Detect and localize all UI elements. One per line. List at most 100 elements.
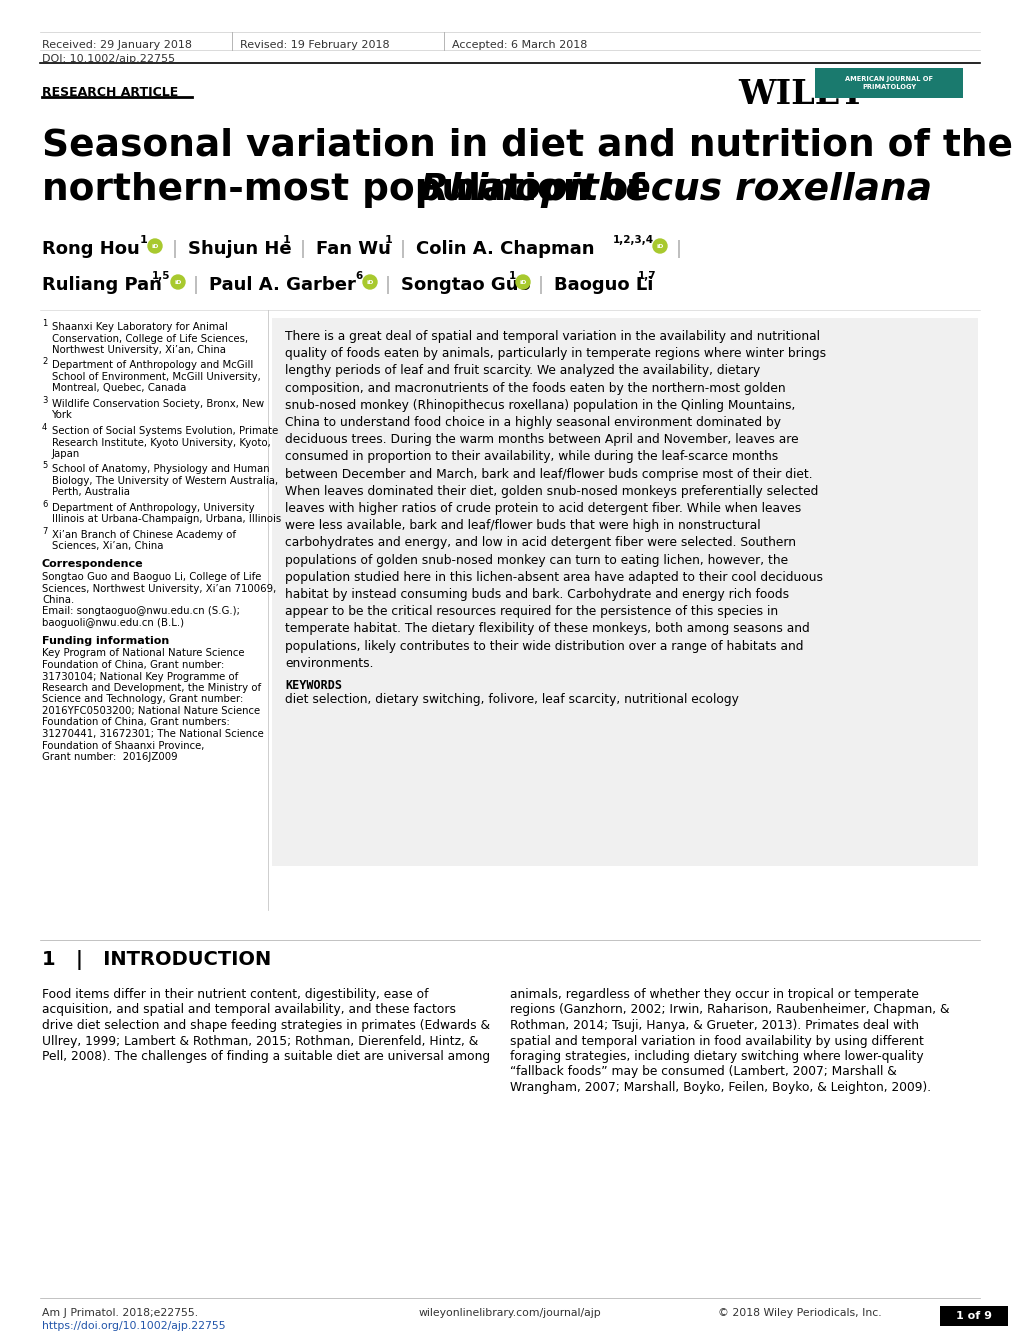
Text: Pell, 2008). The challenges of finding a suitable diet are universal among: Pell, 2008). The challenges of finding a… (42, 1051, 490, 1063)
Text: foraging strategies, including dietary switching where lower-quality: foraging strategies, including dietary s… (510, 1051, 923, 1063)
Text: Department of Anthropology and McGill: Department of Anthropology and McGill (52, 360, 253, 370)
Text: Foundation of China, Grant number:: Foundation of China, Grant number: (42, 661, 224, 670)
Text: 1: 1 (42, 319, 47, 328)
Text: Ullrey, 1999; Lambert & Rothman, 2015; Rothman, Dierenfeld, Hintz, &: Ullrey, 1999; Lambert & Rothman, 2015; R… (42, 1034, 478, 1048)
Text: 6: 6 (355, 271, 362, 281)
Text: Northwest University, Xi’an, China: Northwest University, Xi’an, China (52, 344, 226, 355)
Text: 3: 3 (42, 397, 47, 405)
Text: Shaanxi Key Laboratory for Animal: Shaanxi Key Laboratory for Animal (52, 322, 227, 332)
Text: |: | (300, 240, 306, 259)
Text: WILEY: WILEY (738, 78, 863, 111)
Text: Seasonal variation in diet and nutrition of the: Seasonal variation in diet and nutrition… (42, 129, 1012, 163)
Text: Colin A. Chapman: Colin A. Chapman (416, 240, 594, 259)
Text: Grant number:  2016JZ009: Grant number: 2016JZ009 (42, 752, 177, 762)
Text: consumed in proportion to their availability, while during the leaf-scarce month: consumed in proportion to their availabi… (284, 450, 777, 464)
Text: Email: songtaoguo@nwu.edu.cn (S.G.);: Email: songtaoguo@nwu.edu.cn (S.G.); (42, 607, 239, 616)
Text: baoguoli@nwu.edu.cn (B.L.): baoguoli@nwu.edu.cn (B.L.) (42, 618, 184, 628)
Text: Am J Primatol. 2018;e22755.: Am J Primatol. 2018;e22755. (42, 1308, 198, 1319)
Text: China.: China. (42, 595, 74, 604)
Text: Perth, Australia: Perth, Australia (52, 488, 129, 497)
Text: 4: 4 (42, 423, 47, 431)
Text: 1,2,3,4: 1,2,3,4 (612, 234, 653, 245)
Circle shape (171, 275, 184, 289)
Text: wileyonlinelibrary.com/journal/ajp: wileyonlinelibrary.com/journal/ajp (418, 1308, 601, 1319)
Text: Baoguo Li: Baoguo Li (553, 276, 653, 293)
Text: regions (Ganzhorn, 2002; Irwin, Raharison, Raubenheimer, Chapman, &: regions (Ganzhorn, 2002; Irwin, Rahariso… (510, 1004, 949, 1017)
Text: Department of Anthropology, University: Department of Anthropology, University (52, 502, 255, 513)
Text: KEYWORDS: KEYWORDS (284, 679, 341, 691)
Text: iD: iD (151, 244, 159, 248)
Text: deciduous trees. During the warm months between April and November, leaves are: deciduous trees. During the warm months … (284, 433, 798, 446)
Text: Wrangham, 2007; Marshall, Boyko, Feilen, Boyko, & Leighton, 2009).: Wrangham, 2007; Marshall, Boyko, Feilen,… (510, 1081, 930, 1093)
Text: Received: 29 January 2018: Received: 29 January 2018 (42, 40, 192, 50)
Circle shape (363, 275, 377, 289)
Text: Science and Technology, Grant number:: Science and Technology, Grant number: (42, 694, 243, 705)
FancyBboxPatch shape (814, 68, 962, 98)
Text: quality of foods eaten by animals, particularly in temperate regions where winte: quality of foods eaten by animals, parti… (284, 347, 825, 360)
Text: Fan Wu: Fan Wu (316, 240, 390, 259)
Text: between December and March, bark and leaf/flower buds comprise most of their die: between December and March, bark and lea… (284, 468, 812, 481)
Text: Food items differ in their nutrient content, digestibility, ease of: Food items differ in their nutrient cont… (42, 988, 428, 1001)
Text: appear to be the critical resources required for the persistence of this species: appear to be the critical resources requ… (284, 606, 777, 618)
Text: 1 of 9: 1 of 9 (955, 1311, 991, 1321)
Text: Songtao Guo and Baoguo Li, College of Life: Songtao Guo and Baoguo Li, College of Li… (42, 572, 261, 582)
Text: populations, likely contributes to their wide distribution over a range of habit: populations, likely contributes to their… (284, 639, 803, 653)
Text: environments.: environments. (284, 657, 373, 670)
Text: Revised: 19 February 2018: Revised: 19 February 2018 (239, 40, 389, 50)
Circle shape (516, 275, 530, 289)
Text: https://doi.org/10.1002/ajp.22755: https://doi.org/10.1002/ajp.22755 (42, 1321, 225, 1331)
Text: temperate habitat. The dietary flexibility of these monkeys, both among seasons : temperate habitat. The dietary flexibili… (284, 622, 809, 635)
Text: DOI: 10.1002/ajp.22755: DOI: 10.1002/ajp.22755 (42, 54, 175, 64)
Text: Funding information: Funding information (42, 635, 169, 646)
Text: habitat by instead consuming buds and bark. Carbohydrate and energy rich foods: habitat by instead consuming buds and ba… (284, 588, 789, 602)
Text: Research and Development, the Ministry of: Research and Development, the Ministry o… (42, 683, 261, 693)
Text: composition, and macronutrients of the foods eaten by the northern-most golden: composition, and macronutrients of the f… (284, 382, 785, 394)
Text: Sciences, Xi’an, China: Sciences, Xi’an, China (52, 541, 163, 552)
Text: 5: 5 (42, 461, 47, 470)
Text: animals, regardless of whether they occur in tropical or temperate: animals, regardless of whether they occu… (510, 988, 918, 1001)
Text: AMERICAN JOURNAL OF
PRIMATOLOGY: AMERICAN JOURNAL OF PRIMATOLOGY (844, 76, 932, 90)
Text: Foundation of China, Grant numbers:: Foundation of China, Grant numbers: (42, 717, 229, 728)
Text: Songtao Guo: Songtao Guo (400, 276, 530, 293)
Text: Ruliang Pan: Ruliang Pan (42, 276, 162, 293)
Text: 31730104; National Key Programme of: 31730104; National Key Programme of (42, 671, 238, 682)
Text: Conservation, College of Life Sciences,: Conservation, College of Life Sciences, (52, 334, 248, 343)
Text: York: York (52, 410, 72, 421)
Text: iD: iD (655, 244, 663, 248)
Text: spatial and temporal variation in food availability by using different: spatial and temporal variation in food a… (510, 1034, 923, 1048)
Text: Sciences, Northwest University, Xi’an 710069,: Sciences, Northwest University, Xi’an 71… (42, 583, 276, 594)
Text: Japan: Japan (52, 449, 81, 460)
Text: leaves with higher ratios of crude protein to acid detergent fiber. While when l: leaves with higher ratios of crude prote… (284, 502, 801, 515)
Text: RESEARCH ARTICLE: RESEARCH ARTICLE (42, 86, 178, 99)
Text: |: | (193, 276, 199, 293)
Text: Biology, The University of Western Australia,: Biology, The University of Western Austr… (52, 476, 278, 486)
Text: 2016YFC0503200; National Nature Science: 2016YFC0503200; National Nature Science (42, 706, 260, 716)
Text: School of Environment, McGill University,: School of Environment, McGill University… (52, 373, 261, 382)
Text: © 2018 Wiley Periodicals, Inc.: © 2018 Wiley Periodicals, Inc. (717, 1308, 880, 1319)
Text: Montreal, Quebec, Canada: Montreal, Quebec, Canada (52, 383, 186, 394)
Text: Rhinopithecus roxellana: Rhinopithecus roxellana (420, 172, 931, 208)
Text: When leaves dominated their diet, golden snub-nosed monkeys preferentially selec: When leaves dominated their diet, golden… (284, 485, 817, 497)
Text: 1,5: 1,5 (152, 271, 170, 281)
Text: Illinois at Urbana-Champaign, Urbana, Illinois: Illinois at Urbana-Champaign, Urbana, Il… (52, 515, 281, 524)
Text: were less available, bark and leaf/flower buds that were high in nonstructural: were less available, bark and leaf/flowe… (284, 519, 760, 532)
Text: iD: iD (366, 280, 373, 284)
Text: 6: 6 (42, 500, 47, 509)
Text: 31270441, 31672301; The National Science: 31270441, 31672301; The National Science (42, 729, 264, 738)
Text: northern-most population of: northern-most population of (42, 172, 657, 208)
Text: China to understand food choice in a highly seasonal environment dominated by: China to understand food choice in a hig… (284, 415, 781, 429)
Text: carbohydrates and energy, and low in acid detergent fiber were selected. Souther: carbohydrates and energy, and low in aci… (284, 536, 795, 549)
Text: Rong Hou: Rong Hou (42, 240, 140, 259)
Text: |: | (676, 240, 682, 259)
Text: 1: 1 (140, 234, 148, 245)
Circle shape (652, 239, 666, 253)
Text: Section of Social Systems Evolution, Primate: Section of Social Systems Evolution, Pri… (52, 426, 278, 436)
Text: Correspondence: Correspondence (42, 559, 144, 570)
Text: |: | (399, 240, 406, 259)
Text: Wildlife Conservation Society, Bronx, New: Wildlife Conservation Society, Bronx, Ne… (52, 399, 264, 409)
Text: iD: iD (174, 280, 181, 284)
Text: Shujun He: Shujun He (187, 240, 291, 259)
Text: lengthy periods of leaf and fruit scarcity. We analyzed the availability, dietar: lengthy periods of leaf and fruit scarci… (284, 364, 759, 378)
Text: 1,7: 1,7 (637, 271, 656, 281)
Text: Rothman, 2014; Tsuji, Hanya, & Grueter, 2013). Primates deal with: Rothman, 2014; Tsuji, Hanya, & Grueter, … (510, 1018, 918, 1032)
